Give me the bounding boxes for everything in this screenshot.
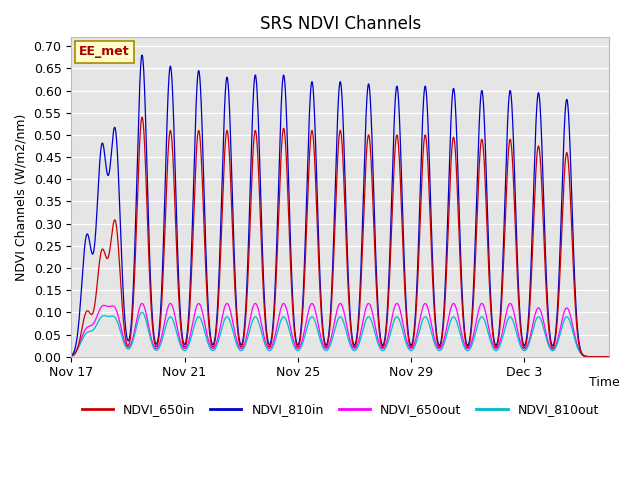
NDVI_810out — [93, 321, 101, 327]
NDVI_650out — [138, 300, 146, 306]
NDVI_810out — [460, 344, 468, 350]
NDVI_650in — [189, 247, 196, 252]
NDVI_810in — [144, 201, 152, 207]
NDVI_810in — [281, 79, 289, 85]
NDVI_650out — [144, 320, 152, 326]
NDVI_810in — [138, 52, 146, 58]
X-axis label: Time: Time — [589, 376, 620, 389]
Line: NDVI_810out: NDVI_810out — [71, 312, 609, 357]
NDVI_650out — [193, 304, 200, 310]
NDVI_650out — [189, 322, 196, 327]
NDVI_650out — [67, 353, 75, 359]
NDVI_650in — [460, 330, 468, 336]
NDVI_650in — [281, 131, 289, 137]
NDVI_810out — [193, 316, 200, 322]
NDVI_650in — [605, 354, 613, 360]
NDVI_810in — [605, 354, 613, 360]
NDVI_810out — [605, 354, 613, 360]
NDVI_810in — [460, 324, 468, 330]
Line: NDVI_810in: NDVI_810in — [71, 55, 609, 357]
NDVI_650out — [605, 354, 613, 360]
Line: NDVI_650out: NDVI_650out — [71, 303, 609, 357]
NDVI_650in — [193, 149, 200, 155]
Legend: NDVI_650in, NDVI_810in, NDVI_650out, NDVI_810out: NDVI_650in, NDVI_810in, NDVI_650out, NDV… — [77, 398, 604, 421]
NDVI_810out — [189, 330, 196, 336]
NDVI_650out — [460, 341, 468, 347]
NDVI_810in — [193, 95, 200, 100]
NDVI_810in — [67, 353, 75, 359]
Text: EE_met: EE_met — [79, 45, 130, 58]
NDVI_650out — [93, 313, 101, 319]
NDVI_810out — [281, 314, 289, 320]
NDVI_810out — [67, 353, 75, 359]
NDVI_650in — [67, 353, 75, 359]
NDVI_810out — [144, 325, 152, 331]
NDVI_650in — [138, 114, 146, 120]
NDVI_810in — [189, 218, 196, 224]
NDVI_650in — [93, 282, 101, 288]
NDVI_810in — [93, 206, 101, 212]
NDVI_650in — [144, 232, 152, 238]
NDVI_650out — [281, 301, 289, 307]
Title: SRS NDVI Channels: SRS NDVI Channels — [260, 15, 421, 33]
Line: NDVI_650in: NDVI_650in — [71, 117, 609, 357]
NDVI_810out — [138, 310, 146, 315]
Y-axis label: NDVI Channels (W/m2/nm): NDVI Channels (W/m2/nm) — [15, 113, 28, 281]
